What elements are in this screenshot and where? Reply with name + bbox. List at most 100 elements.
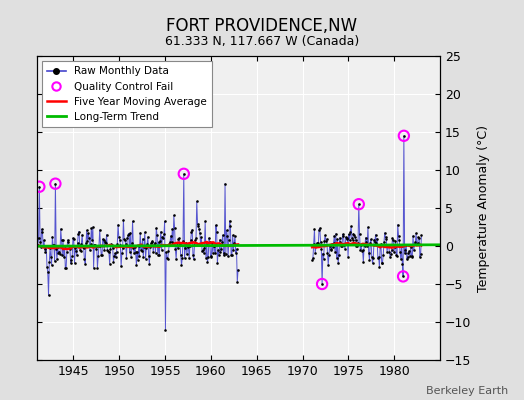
Point: [191, 237, 200, 243]
Point: [310, 226, 319, 232]
Point: [98, 251, 106, 258]
Point: [58, 252, 67, 259]
Point: [111, 250, 119, 256]
Point: [107, 241, 115, 248]
Point: [35, 235, 43, 242]
Point: [329, 244, 337, 250]
Point: [193, 221, 202, 228]
Point: [338, 242, 346, 249]
Point: [330, 233, 339, 239]
Point: [125, 230, 133, 237]
Point: [142, 245, 150, 252]
Point: [377, 260, 386, 266]
Point: [309, 255, 317, 262]
Point: [189, 252, 197, 258]
Point: [80, 245, 88, 252]
Point: [388, 235, 397, 242]
Text: Berkeley Earth: Berkeley Earth: [426, 386, 508, 396]
Point: [60, 254, 68, 260]
Point: [115, 237, 124, 243]
Point: [387, 251, 395, 258]
Point: [112, 254, 120, 260]
Point: [166, 239, 174, 246]
Point: [156, 238, 165, 244]
Point: [140, 229, 149, 236]
Point: [358, 248, 366, 254]
Point: [36, 239, 45, 245]
Point: [128, 218, 137, 224]
Point: [362, 234, 370, 241]
Point: [110, 259, 118, 265]
Point: [35, 184, 43, 190]
Point: [389, 237, 397, 243]
Point: [233, 279, 242, 286]
Point: [213, 260, 222, 266]
Point: [120, 236, 128, 242]
Point: [170, 212, 178, 218]
Point: [147, 239, 156, 246]
Point: [150, 242, 158, 249]
Point: [347, 223, 355, 230]
Point: [401, 247, 410, 253]
Point: [43, 269, 52, 275]
Point: [79, 244, 87, 250]
Point: [398, 260, 407, 267]
Point: [133, 249, 141, 255]
Point: [146, 244, 155, 250]
Point: [212, 229, 221, 235]
Point: [408, 254, 417, 260]
Point: [198, 248, 206, 254]
Point: [180, 255, 189, 261]
Point: [65, 243, 73, 249]
Point: [206, 253, 215, 260]
Point: [188, 226, 196, 233]
Point: [367, 236, 375, 243]
Point: [207, 254, 215, 261]
Point: [46, 245, 54, 252]
Point: [49, 242, 57, 248]
Point: [145, 261, 154, 267]
Point: [50, 242, 58, 248]
Point: [185, 243, 194, 250]
Point: [367, 254, 376, 260]
Point: [330, 240, 338, 246]
Point: [312, 240, 321, 246]
Point: [327, 246, 335, 252]
Point: [368, 260, 377, 266]
Point: [175, 235, 183, 242]
Point: [84, 230, 92, 237]
Point: [214, 247, 222, 253]
Point: [174, 236, 183, 242]
Point: [75, 247, 84, 253]
Point: [50, 258, 59, 264]
Point: [173, 242, 181, 248]
Point: [162, 249, 170, 255]
Point: [116, 242, 125, 248]
Point: [130, 250, 138, 256]
Point: [380, 239, 388, 246]
Point: [380, 230, 389, 236]
Point: [407, 253, 416, 259]
Point: [119, 217, 128, 223]
Point: [37, 244, 45, 250]
Point: [183, 244, 192, 250]
Point: [52, 246, 60, 252]
Point: [158, 234, 167, 240]
Point: [232, 250, 240, 256]
Point: [361, 242, 369, 249]
Point: [414, 234, 422, 240]
Point: [159, 235, 167, 242]
Point: [355, 201, 363, 207]
Point: [220, 252, 228, 258]
Point: [376, 243, 385, 250]
Point: [60, 244, 69, 251]
Point: [325, 242, 334, 249]
Point: [322, 236, 331, 242]
Point: [66, 246, 74, 252]
Point: [179, 238, 187, 244]
Point: [149, 248, 157, 255]
Point: [209, 250, 217, 256]
Point: [167, 239, 176, 246]
Point: [154, 252, 162, 258]
Point: [70, 236, 78, 243]
